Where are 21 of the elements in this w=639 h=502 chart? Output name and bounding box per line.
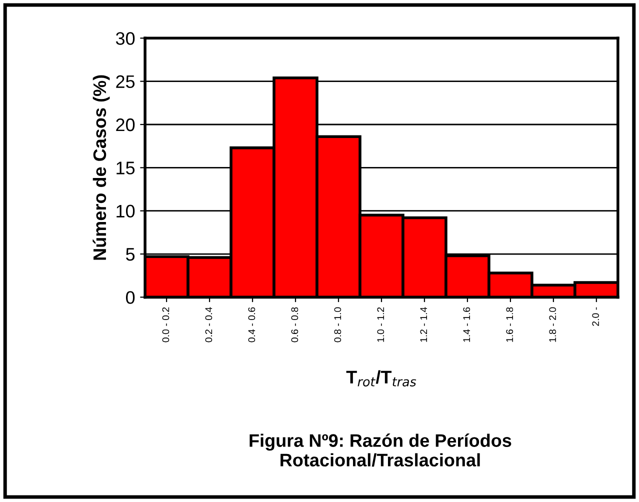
x-tick-label: 0.8 - 1.0 [334, 307, 342, 342]
x-tick-label: 1.8 - 2.0 [549, 307, 556, 342]
y-tick-label: 5 [126, 248, 135, 261]
x-tick-label: 0.2 - 0.4 [205, 307, 212, 342]
x-tick-label: 2.0 - [592, 307, 600, 326]
y-tick-label: 15 [116, 162, 135, 174]
x-axis-title: T$_{rot}$/T$_{tras}$ [346, 370, 416, 386]
text: Figura Nº9: Razón de Períodos Rotacional/Traslacional [250, 434, 512, 467]
y-axis-title: Número de Casos (%) [92, 75, 110, 260]
y-tick-label: 20 [116, 118, 135, 132]
y-tick-label: 0 [126, 291, 135, 304]
y-tick-label: 10 [116, 204, 135, 218]
x-tick-label: 1.4 - 1.6 [463, 307, 470, 342]
y-tick-label: 25 [116, 75, 135, 88]
x-tick-label: 0.4 - 0.6 [248, 307, 256, 342]
x-tick-label: 1.2 - 1.4 [420, 307, 427, 342]
x-tick-label: 1.0 - 1.2 [377, 307, 384, 342]
x-tick-label: 0.6 - 0.8 [291, 307, 298, 342]
x-tick-label: 1.6 - 1.8 [506, 307, 514, 342]
y-tick-label: 30 [116, 32, 135, 45]
x-tick-label: 0.0 - 0.2 [162, 307, 170, 342]
